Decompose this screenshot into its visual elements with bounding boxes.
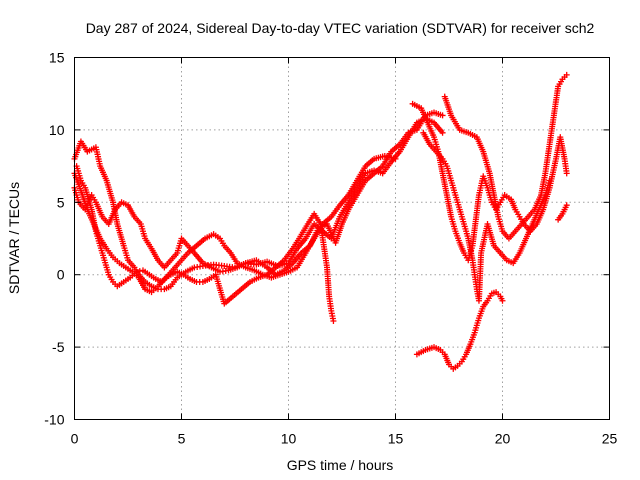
data-point <box>392 155 399 162</box>
x-tick-label: 0 <box>71 431 79 447</box>
series-track-2 <box>71 109 446 278</box>
data-point <box>439 129 446 136</box>
y-tick-label: 10 <box>49 122 65 138</box>
series-track-9 <box>555 202 570 223</box>
x-tick-label: 15 <box>388 431 404 447</box>
data-point <box>330 318 337 325</box>
y-tick-label: -10 <box>44 412 64 428</box>
series-track-5 <box>441 71 570 242</box>
y-axis-label: SDTVAR / TECUs <box>6 182 22 294</box>
grid <box>74 57 610 420</box>
data-points <box>71 71 570 372</box>
y-tick-label: 0 <box>57 267 65 283</box>
data-point <box>546 177 553 184</box>
y-tick-label: 5 <box>57 194 65 210</box>
data-point <box>499 297 506 304</box>
series-track-8 <box>420 129 553 304</box>
data-point <box>563 202 570 209</box>
x-tick-label: 20 <box>495 431 511 447</box>
data-point <box>439 112 446 119</box>
series-track-4 <box>71 170 337 325</box>
y-tick-label: 15 <box>49 50 65 66</box>
chart-title: Day 287 of 2024, Sidereal Day-to-day VTE… <box>86 20 595 36</box>
data-point-fill <box>136 268 143 275</box>
x-axis-label: GPS time / hours <box>287 457 394 473</box>
x-tick-label: 5 <box>178 431 186 447</box>
series-track-3 <box>73 152 399 290</box>
data-point <box>563 170 570 177</box>
data-point <box>563 71 570 78</box>
x-tick-label: 10 <box>281 431 297 447</box>
x-tick-label: 25 <box>602 431 618 447</box>
y-tick-label: -5 <box>52 339 65 355</box>
plot-frame <box>74 57 610 420</box>
series-track-6 <box>409 100 570 264</box>
axis-ticks: 0 5 10 15 20 25 -10 -5 0 5 10 15 <box>44 50 617 447</box>
series-track-7 <box>413 289 506 372</box>
